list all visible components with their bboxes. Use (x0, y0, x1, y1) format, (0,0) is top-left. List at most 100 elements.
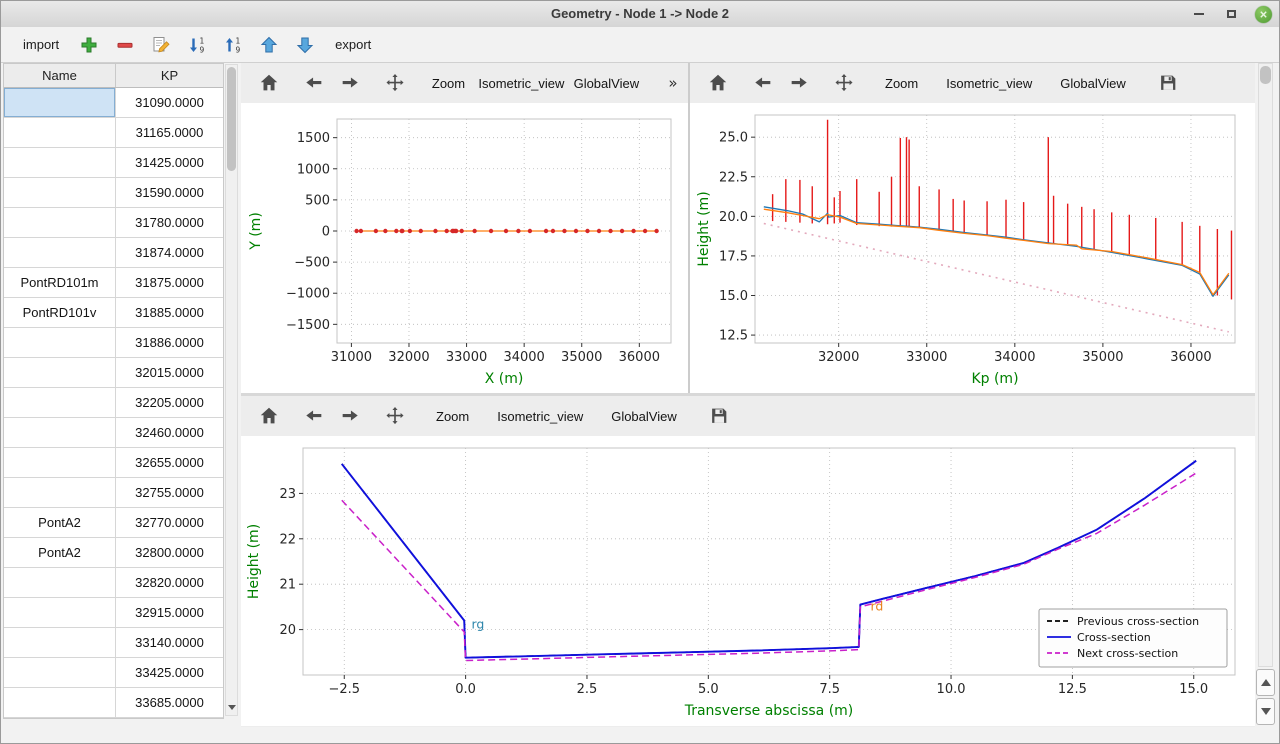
cell-kp[interactable]: 32015.0000 (116, 358, 223, 388)
home-button[interactable] (254, 401, 284, 431)
isometric-button[interactable]: Isometric_view (486, 402, 594, 430)
cell-kp[interactable]: 32460.0000 (116, 418, 223, 448)
cell-kp[interactable]: 33685.0000 (116, 688, 223, 718)
cell-kp[interactable]: 31425.0000 (116, 148, 223, 178)
zoom-button[interactable]: Zoom (874, 69, 929, 97)
cell-kp[interactable]: 31165.0000 (116, 118, 223, 148)
cell-kp[interactable]: 31090.0000 (116, 88, 223, 118)
zoom-button[interactable]: Zoom (425, 69, 472, 97)
minimize-button[interactable] (1189, 4, 1209, 24)
table-row[interactable]: 32755.0000 (4, 478, 223, 508)
cell-kp[interactable]: 31780.0000 (116, 208, 223, 238)
cell-name[interactable] (4, 418, 116, 448)
table-row[interactable]: PontA2 32800.0000 (4, 538, 223, 568)
table-row[interactable]: 31425.0000 (4, 148, 223, 178)
isometric-button[interactable]: Isometric_view (478, 69, 565, 97)
table-scrollbar-thumb[interactable] (227, 67, 236, 171)
cell-kp[interactable]: 31590.0000 (116, 178, 223, 208)
scroll-down-button[interactable] (1256, 698, 1275, 725)
cell-name[interactable] (4, 568, 116, 598)
cell-kp[interactable]: 31885.0000 (116, 298, 223, 328)
cell-kp[interactable]: 33425.0000 (116, 658, 223, 688)
cell-kp[interactable]: 32655.0000 (116, 448, 223, 478)
home-button[interactable] (703, 68, 733, 98)
forward-button[interactable] (335, 401, 365, 431)
cell-name[interactable]: PontA2 (4, 508, 116, 538)
long-profile-chart[interactable]: 32000 33000 34000 35000 36000 12.5 15.0 17.5 20.… (693, 103, 1251, 393)
table-row[interactable]: PontA2 32770.0000 (4, 508, 223, 538)
table-row[interactable]: 32015.0000 (4, 358, 223, 388)
cell-name[interactable] (4, 148, 116, 178)
export-button[interactable]: export (327, 33, 379, 56)
globalview-button[interactable]: GlobalView (600, 402, 688, 430)
cell-name[interactable] (4, 688, 116, 718)
cell-name[interactable] (4, 628, 116, 658)
table-row[interactable]: 33140.0000 (4, 628, 223, 658)
cell-kp[interactable]: 33140.0000 (116, 628, 223, 658)
isometric-button[interactable]: Isometric_view (935, 69, 1043, 97)
cell-kp[interactable]: 31875.0000 (116, 268, 223, 298)
table-row[interactable]: 31090.0000 (4, 88, 223, 118)
maximize-button[interactable] (1221, 4, 1241, 24)
table-scroll-down-button[interactable] (226, 700, 237, 714)
cell-name[interactable] (4, 658, 116, 688)
cell-kp[interactable]: 31886.0000 (116, 328, 223, 358)
remove-button[interactable] (111, 31, 139, 59)
move-button[interactable] (829, 68, 859, 98)
cell-name[interactable]: PontA2 (4, 538, 116, 568)
edit-button[interactable] (147, 31, 175, 59)
cell-kp[interactable]: 32755.0000 (116, 478, 223, 508)
home-button[interactable] (254, 68, 284, 98)
cell-kp[interactable]: 32770.0000 (116, 508, 223, 538)
table-row[interactable]: 31780.0000 (4, 208, 223, 238)
save-button[interactable] (1153, 68, 1183, 98)
save-button[interactable] (704, 401, 734, 431)
forward-button[interactable] (335, 68, 365, 98)
right-scrollbar[interactable] (1258, 63, 1273, 667)
column-header-name[interactable]: Name (4, 64, 116, 87)
table-row[interactable]: 31590.0000 (4, 178, 223, 208)
cell-kp[interactable]: 32800.0000 (116, 538, 223, 568)
table-row[interactable]: 32655.0000 (4, 448, 223, 478)
close-button[interactable] (1253, 4, 1273, 24)
move-button[interactable] (380, 401, 410, 431)
right-scrollbar-thumb[interactable] (1260, 66, 1271, 84)
add-button[interactable] (75, 31, 103, 59)
cell-name[interactable]: PontRD101v (4, 298, 116, 328)
cell-kp[interactable]: 32915.0000 (116, 598, 223, 628)
forward-button[interactable] (784, 68, 814, 98)
cell-name[interactable] (4, 328, 116, 358)
sort-ascending-button[interactable]: 1 9 (219, 31, 247, 59)
table-scrollbar[interactable] (225, 64, 238, 716)
table-row[interactable]: 32460.0000 (4, 418, 223, 448)
cell-name[interactable] (4, 598, 116, 628)
table-row[interactable]: 33685.0000 (4, 688, 223, 718)
toolbar-overflow-button[interactable]: » (658, 68, 688, 98)
move-up-button[interactable] (255, 31, 283, 59)
table-row[interactable]: 32915.0000 (4, 598, 223, 628)
cell-name[interactable] (4, 358, 116, 388)
globalview-button[interactable]: GlobalView (571, 69, 642, 97)
table-row[interactable]: PontRD101v 31885.0000 (4, 298, 223, 328)
table-row[interactable]: 31874.0000 (4, 238, 223, 268)
cell-name[interactable] (4, 478, 116, 508)
titlebar[interactable]: Geometry - Node 1 -> Node 2 (1, 1, 1279, 28)
table-row[interactable]: 31165.0000 (4, 118, 223, 148)
back-button[interactable] (748, 68, 778, 98)
globalview-button[interactable]: GlobalView (1049, 69, 1137, 97)
cell-kp[interactable]: 32205.0000 (116, 388, 223, 418)
table-row[interactable]: 31886.0000 (4, 328, 223, 358)
column-header-kp[interactable]: KP (160, 68, 179, 83)
sort-descending-button[interactable]: 1 9 (183, 31, 211, 59)
back-button[interactable] (299, 68, 329, 98)
move-button[interactable] (380, 68, 410, 98)
cell-kp[interactable]: 31874.0000 (116, 238, 223, 268)
cell-name[interactable] (4, 388, 116, 418)
import-button[interactable]: import (15, 33, 67, 56)
move-down-button[interactable] (291, 31, 319, 59)
cell-name[interactable]: PontRD101m (4, 268, 116, 298)
plan-view-chart[interactable]: 31000 32000 33000 34000 35000 36000 −1500 −1000… (245, 103, 685, 393)
cross-section-chart[interactable]: −2.5 0.0 2.5 5.0 7.5 10.0 12.5 15.0 20 21 22 23 Tran… (243, 436, 1253, 725)
table-row[interactable]: 32820.0000 (4, 568, 223, 598)
cell-name[interactable] (4, 238, 116, 268)
